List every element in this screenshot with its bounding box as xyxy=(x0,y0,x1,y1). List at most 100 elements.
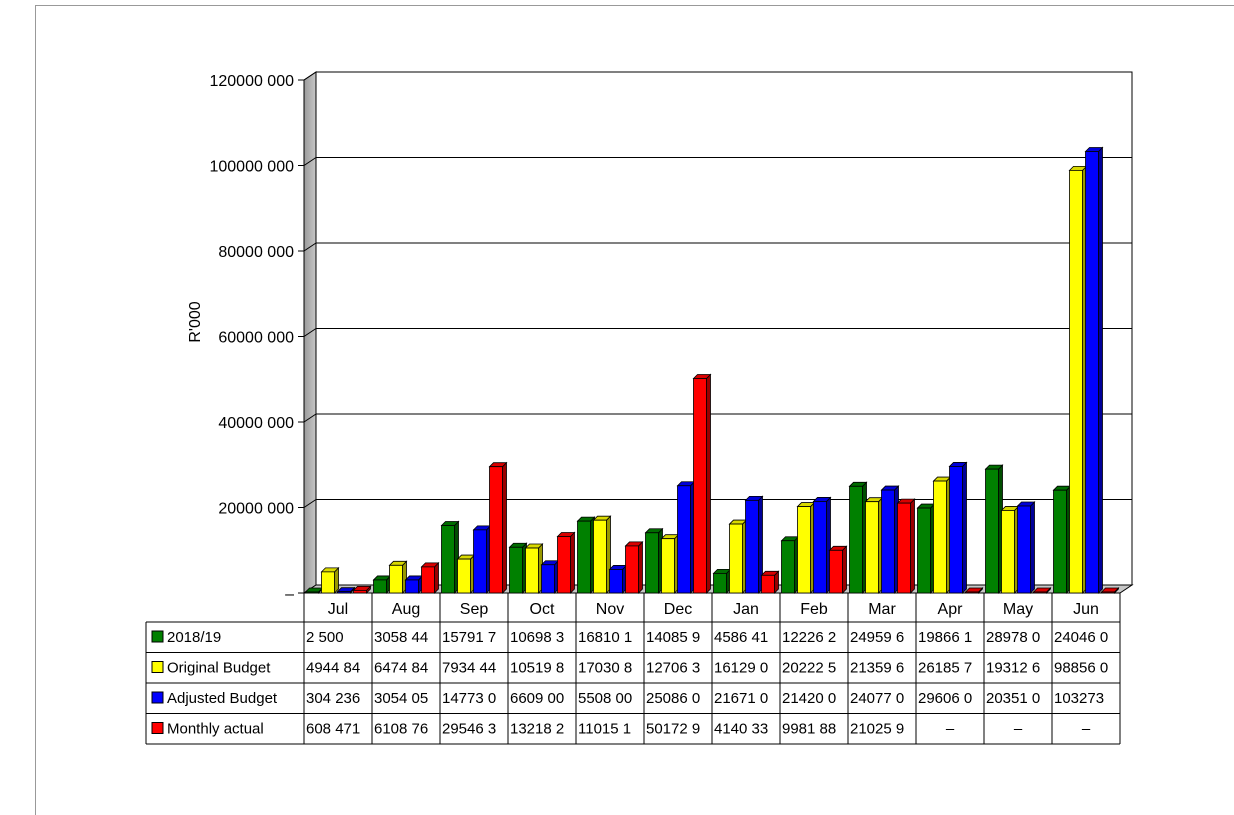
table-cell: 4140 33 xyxy=(714,721,768,738)
x-tick-label: May xyxy=(1003,601,1033,618)
y-tick-label: 40000 000 xyxy=(218,415,294,432)
table-cell: 24077 0 xyxy=(850,690,904,707)
bar-original-budget-dec xyxy=(660,533,680,594)
legend-swatch xyxy=(151,661,164,673)
table-cell: 19312 6 xyxy=(986,660,1040,677)
table-cell: 4944 84 xyxy=(306,660,360,677)
bar-face xyxy=(933,480,947,594)
bar-face xyxy=(305,591,319,594)
bar-adjusted-budget-jan xyxy=(744,495,764,594)
bar-face xyxy=(405,579,419,594)
bar-face xyxy=(509,546,523,594)
bar-monthly-actual-jan xyxy=(760,570,780,594)
bar-side xyxy=(1030,501,1035,594)
table-cell: 2 500 xyxy=(306,629,344,646)
x-tick-label: Apr xyxy=(938,601,964,618)
bar-original-budget-apr xyxy=(932,476,952,594)
bar-side xyxy=(570,531,575,594)
x-tick-label: Mar xyxy=(868,601,896,618)
bar-original-budget-jan xyxy=(728,519,748,594)
bar-face xyxy=(745,499,759,594)
bar-adjusted-budget-mar xyxy=(880,485,900,594)
gridline-side xyxy=(303,71,317,81)
x-tick-label: Feb xyxy=(800,601,828,618)
bar-face xyxy=(965,591,979,594)
bar-face xyxy=(897,502,911,594)
bar-face xyxy=(541,564,555,594)
bar-2018-19-jan xyxy=(712,568,732,594)
bar-2018-19-mar xyxy=(848,481,868,594)
table-cell: 10698 3 xyxy=(510,629,564,646)
bar-original-budget-jun xyxy=(1068,165,1088,594)
bar-face xyxy=(489,466,503,594)
bar-face xyxy=(693,378,707,594)
bar-monthly-actual-jun xyxy=(1100,587,1120,594)
bar-face xyxy=(609,569,623,594)
bar-face xyxy=(985,468,999,594)
table-cell: 19866 1 xyxy=(918,629,972,646)
table-cell: 6474 84 xyxy=(374,660,428,677)
x-tick-label: Dec xyxy=(664,601,692,618)
bar-face xyxy=(457,558,471,594)
bar-face xyxy=(881,489,895,594)
bar-side xyxy=(962,461,967,594)
bar-face xyxy=(1001,510,1015,594)
bar-side xyxy=(638,540,643,594)
data-table: Jul Aug Sep Oct Nov Dec Jan Feb Mar Apr May Jun 2018… xyxy=(145,584,1128,745)
table-cell: – xyxy=(946,721,955,738)
table-cell: 16129 0 xyxy=(714,660,768,677)
bar-monthly-actual-feb xyxy=(828,545,848,594)
bar-face xyxy=(645,532,659,594)
table-cell: 21420 0 xyxy=(782,690,836,707)
table-cell: 20351 0 xyxy=(986,690,1040,707)
table-cell: 6108 76 xyxy=(374,721,428,738)
table-cell: 7934 44 xyxy=(442,660,496,677)
bar-adjusted-budget-aug xyxy=(404,574,424,594)
bar-face xyxy=(761,574,775,594)
table-cell: 304 236 xyxy=(306,690,360,707)
gridline-side xyxy=(303,413,317,423)
table-cell: 26185 7 xyxy=(918,660,972,677)
bar-original-budget-nov xyxy=(592,515,612,594)
bar-2018-19-jun xyxy=(1052,485,1072,594)
bar-2018-19-dec xyxy=(644,527,664,594)
bar-face xyxy=(1017,505,1031,594)
bar-face xyxy=(321,571,335,594)
table-cell: 21025 9 xyxy=(850,721,904,738)
y-tick-label: 120000 000 xyxy=(209,73,294,90)
table-cell: 15791 7 xyxy=(442,629,496,646)
bar-face xyxy=(557,536,571,594)
bar-original-budget-mar xyxy=(864,496,884,594)
bar-original-budget-aug xyxy=(388,560,408,594)
x-tick-label: Nov xyxy=(596,601,624,618)
table-cell: 25086 0 xyxy=(646,690,700,707)
y-axis-label: R'000 xyxy=(187,301,204,342)
bar-original-budget-oct xyxy=(524,543,544,594)
bar-face xyxy=(865,501,879,594)
x-tick-label: Jul xyxy=(328,601,348,618)
bar-monthly-actual-aug xyxy=(420,561,440,594)
bar-monthly-actual-oct xyxy=(556,531,576,594)
table-cell: 17030 8 xyxy=(578,660,632,677)
bar-side xyxy=(842,545,847,594)
bar-face xyxy=(781,540,795,594)
y-tick-label: – xyxy=(285,586,294,603)
bar-face xyxy=(353,589,367,594)
bar-adjusted-budget-nov xyxy=(608,564,628,594)
table-cell: 9981 88 xyxy=(782,721,836,738)
bar-face xyxy=(389,564,403,594)
bars-layer xyxy=(304,146,1120,594)
bar-2018-19-nov xyxy=(576,516,596,594)
legend-swatch xyxy=(151,630,164,643)
table-cell: 608 471 xyxy=(306,721,360,738)
table-cell: 103273 xyxy=(1054,690,1104,707)
bar-original-budget-feb xyxy=(796,501,816,594)
bar-face xyxy=(797,506,811,594)
bar-face xyxy=(373,579,387,594)
bar-adjusted-budget-dec xyxy=(676,480,696,594)
chart-frame xyxy=(35,5,1234,815)
gridline-side xyxy=(303,157,317,166)
x-tick-label: Jun xyxy=(1073,601,1099,618)
legend-label: 2018/19 xyxy=(167,629,221,646)
